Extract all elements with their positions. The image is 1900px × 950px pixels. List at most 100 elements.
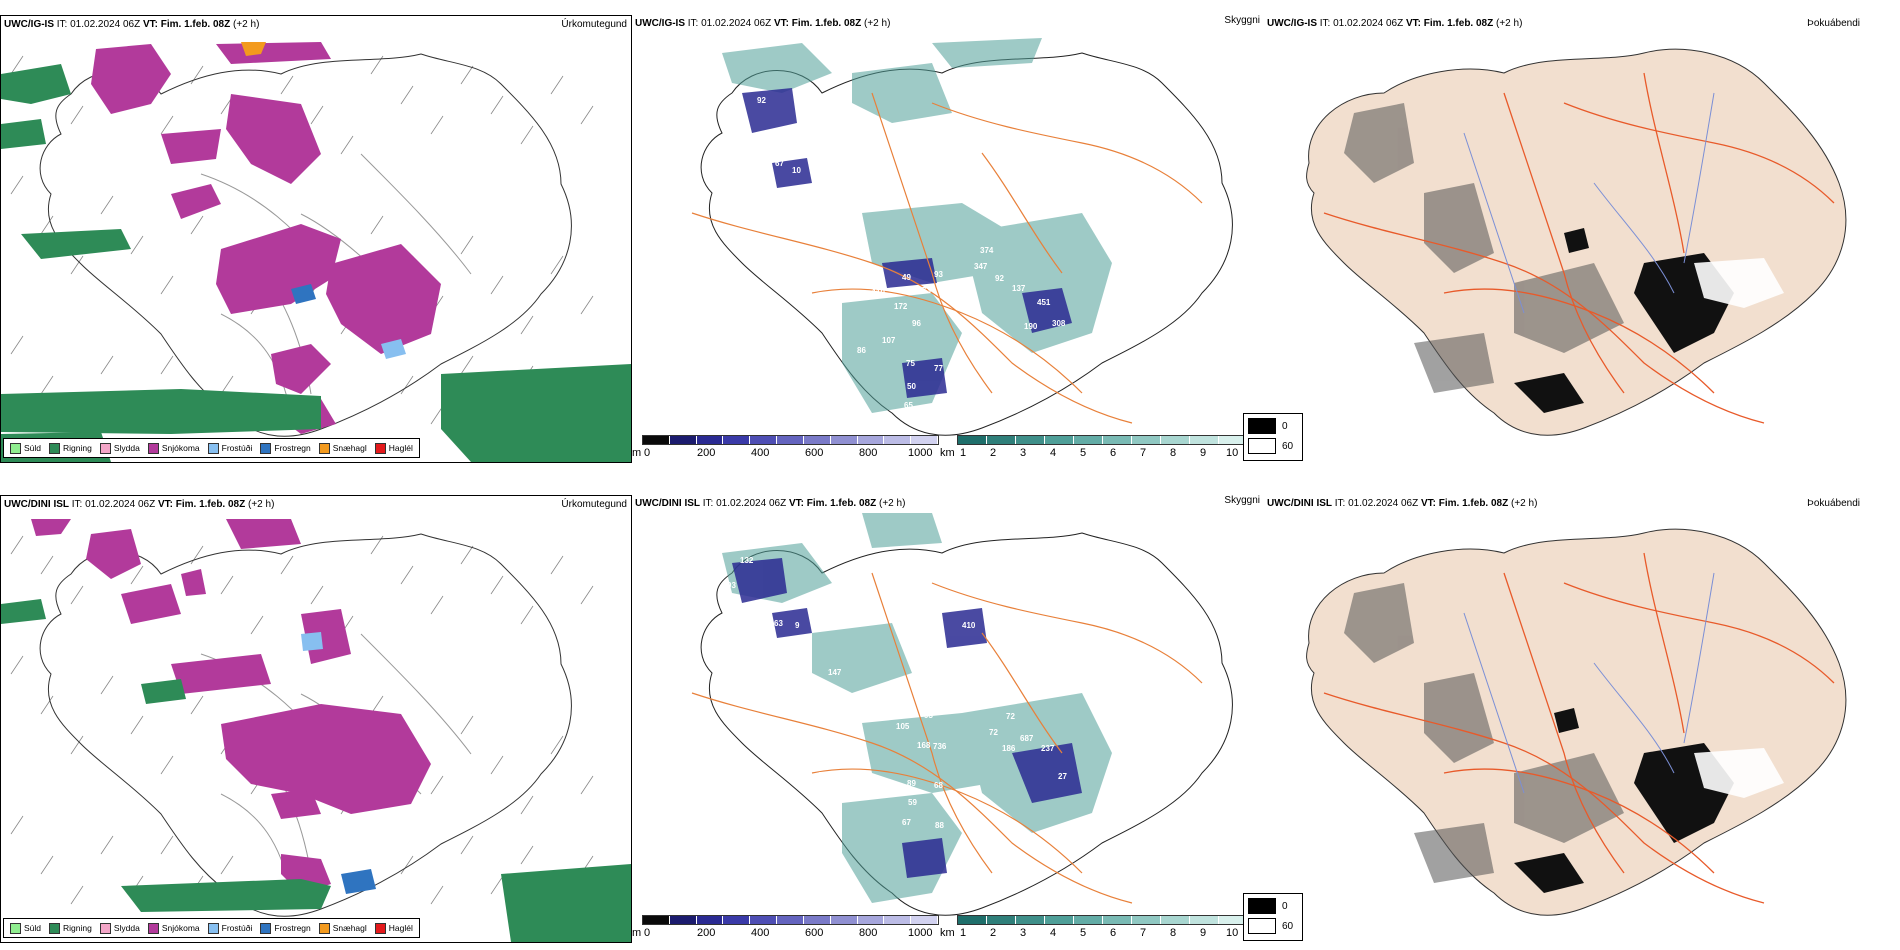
panel-title: Skyggni [1224,495,1260,506]
vis-label: 96 [810,254,819,263]
legend-swatch [207,442,219,454]
colorbar-unit: m [632,447,642,459]
legend-item: Súld [10,922,41,934]
legend-swatch [10,442,21,454]
precip-type-legend: Súld Rigning Slydda Snjókoma Frostúði Fr… [3,438,420,458]
precip-type-legend: Súld Rigning Slydda Snjókoma Frostúði Fr… [3,918,420,938]
colorbar-tick: 7 [1140,927,1147,939]
colorbar-tick: 4 [1050,927,1057,939]
vis-label: 97 [775,649,784,658]
fog-index-map [1306,48,1847,436]
visibility-panel-row2: UWC/DINI ISL IT: 01.02.2024 06Z VT: Fim.… [632,495,1264,943]
vis-label: 49 [902,273,911,282]
fog-legend-swatch [1248,438,1276,454]
vis-label: 39 [1060,349,1069,358]
legend-item: Frostúði [207,922,252,934]
vis-label: 132 [740,556,754,565]
vis-label: 137 [804,132,818,141]
fog-legend: 0 60 [1243,413,1303,461]
panel-header: UWC/DINI ISL IT: 01.02.2024 06Z VT: Fim.… [4,499,275,510]
vis-label: 73 [922,286,931,295]
vis-label: 736 [933,742,947,751]
vis-label: 451 [1037,298,1051,307]
panel-title: Þokuábendi [1807,18,1860,29]
colorbar-tick: 4 [1050,447,1057,459]
legend-item: Súld [10,442,41,454]
precip-map [1,42,631,462]
vis-label: 172 [894,302,908,311]
legend-swatch [147,442,159,454]
colorbar-tick: 400 [751,447,770,459]
visibility-map: 132 93 63 9 97 147 93 410 107 95 88 72 3… [691,513,1233,916]
fog-legend-swatch [1248,918,1276,934]
panel-title: Úrkomutegund [561,499,627,510]
fog-legend-swatch [1248,418,1276,434]
vis-label: 68 [934,781,943,790]
colorbar-tick: 600 [805,927,824,939]
colorbar-tick: 8 [1170,447,1177,459]
legend-swatch [318,442,330,454]
colorbar-tick: 800 [859,447,878,459]
vis-label: 77 [787,258,796,267]
vis-label: 77 [934,364,943,373]
colorbar-tick: 1000 [908,447,933,459]
precip-type-panel-row2: UWC/DINI ISL IT: 01.02.2024 06Z VT: Fim.… [0,495,632,943]
legend-swatch [260,442,272,454]
vis-label: 63 [774,619,783,628]
vis-label: 137 [1012,284,1026,293]
vis-label: 65 [904,401,913,410]
legend-swatch [10,922,21,934]
vis-label: 190 [1024,322,1038,331]
vis-label: 48 [762,244,771,253]
vis-label: 88 [969,696,978,705]
vis-label: 59 [908,798,917,807]
legend-item: Haglél [374,922,413,934]
vis-label: 86 [857,346,866,355]
legend-item: Rigning [49,922,92,934]
legend-swatch [99,922,111,934]
colorbar-tick: 8 [1170,927,1177,939]
colorbar-tick: 10 [1226,927,1239,939]
vis-label: 93 [934,270,943,279]
vis-label: 125 [812,361,826,370]
vis-label: 237 [1041,744,1055,753]
vis-label: 67 [775,159,784,168]
legend-item: Snæhagl [318,442,367,454]
vis-label: 347 [974,262,988,271]
fog-legend-item: 0 [1248,418,1288,434]
visibility-panel-row1: UWC/IG-IS IT: 01.02.2024 06Z VT: Fim. 1.… [632,15,1264,463]
vis-label: 93 [894,611,903,620]
vis-label: 72 [1006,712,1015,721]
vis-label: 67 [902,818,911,827]
vis-label: 308 [1052,319,1066,328]
legend-item: Slydda [99,442,140,454]
colorbar-tick: 600 [805,447,824,459]
vis-label: 96 [912,319,921,328]
vis-label: 410 [962,621,976,630]
fog-index-panel-row1: UWC/IG-IS IT: 01.02.2024 06Z VT: Fim. 1.… [1243,15,1900,463]
vis-label: 147 [828,668,842,677]
vis-label: 310 [896,706,910,715]
vis-label: 105 [896,722,910,731]
legend-swatch [99,442,111,454]
vis-colorbar-km: km 1 2 3 4 5 6 7 8 9 10 [940,915,1252,941]
vis-label: 27 [1058,772,1067,781]
legend-item: Haglél [374,442,413,454]
legend-swatch [374,442,386,454]
panel-title: Úrkomutegund [561,19,627,30]
panel-header: UWC/DINI ISL IT: 01.02.2024 06Z VT: Fim.… [1267,498,1538,509]
colorbar-unit: km [940,447,955,459]
vis-label: 168 [917,741,931,750]
precip-type-panel-row1: UWC/IG-IS IT: 01.02.2024 06Z VT: Fim. 1.… [0,15,632,463]
legend-item: Snjókoma [147,922,200,934]
vis-label: 9 [795,621,800,630]
vis-label: 619 [940,162,954,171]
panel-title: Þokuábendi [1807,498,1860,509]
vis-label: 92 [757,96,766,105]
colorbar-tick: 2 [990,927,997,939]
colorbar-tick: 1 [960,927,967,939]
fog-legend-item: 60 [1248,438,1293,454]
fog-index-map [1306,528,1847,916]
fog-legend-item: 0 [1248,898,1288,914]
vis-label: 130 [744,157,758,166]
